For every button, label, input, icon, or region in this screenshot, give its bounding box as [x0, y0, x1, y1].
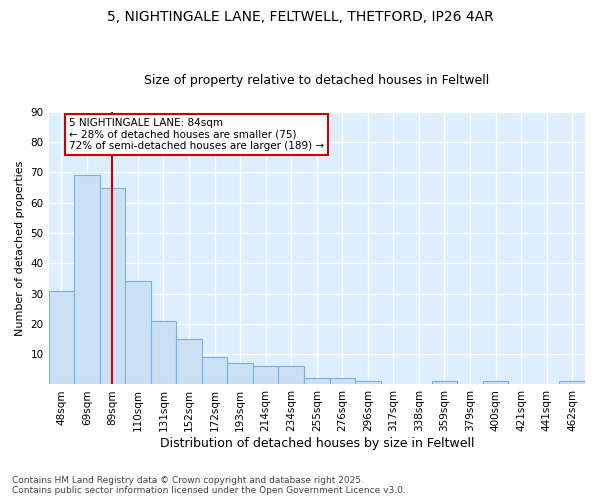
Bar — [74, 176, 100, 384]
Bar — [253, 366, 278, 384]
Bar — [304, 378, 329, 384]
Bar — [432, 382, 457, 384]
Text: 5, NIGHTINGALE LANE, FELTWELL, THETFORD, IP26 4AR: 5, NIGHTINGALE LANE, FELTWELL, THETFORD,… — [107, 10, 493, 24]
Bar — [176, 339, 202, 384]
X-axis label: Distribution of detached houses by size in Feltwell: Distribution of detached houses by size … — [160, 437, 474, 450]
Text: Contains HM Land Registry data © Crown copyright and database right 2025.
Contai: Contains HM Land Registry data © Crown c… — [12, 476, 406, 495]
Bar — [559, 382, 585, 384]
Bar — [151, 321, 176, 384]
Title: Size of property relative to detached houses in Feltwell: Size of property relative to detached ho… — [144, 74, 490, 87]
Bar — [227, 363, 253, 384]
Text: 5 NIGHTINGALE LANE: 84sqm
← 28% of detached houses are smaller (75)
72% of semi-: 5 NIGHTINGALE LANE: 84sqm ← 28% of detac… — [69, 118, 324, 151]
Bar — [100, 188, 125, 384]
Bar — [329, 378, 355, 384]
Y-axis label: Number of detached properties: Number of detached properties — [15, 160, 25, 336]
Bar — [278, 366, 304, 384]
Bar — [202, 357, 227, 384]
Bar — [355, 382, 380, 384]
Bar — [125, 282, 151, 385]
Bar — [483, 382, 508, 384]
Bar — [49, 290, 74, 384]
